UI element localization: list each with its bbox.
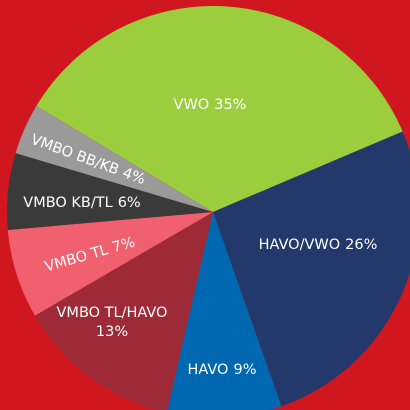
- pie-slice: [167, 212, 282, 410]
- pie-slice: [213, 131, 410, 407]
- slice-label: VWO 35%: [174, 97, 247, 113]
- slice-label: VMBO TL/HAVO 13%: [57, 305, 168, 340]
- pie-slice: [34, 212, 213, 410]
- pie-slice: [7, 153, 214, 230]
- pie-slice: [7, 212, 214, 316]
- value-label: 6%: [118, 195, 141, 211]
- value-label: 7%: [110, 234, 137, 256]
- value-label: 26%: [345, 237, 377, 253]
- slice-label: HAVO 9%: [188, 362, 257, 378]
- category-label: VWO: [174, 97, 210, 113]
- category-label: VMBO TL/HAVO: [57, 305, 168, 321]
- value-label: 13%: [96, 324, 128, 340]
- value-label: 9%: [233, 362, 256, 378]
- value-label: 35%: [214, 97, 246, 113]
- category-label: HAVO: [188, 362, 229, 378]
- pie-slice: [15, 105, 213, 212]
- category-label: HAVO/VWO: [259, 237, 341, 253]
- pie-slice: [36, 5, 403, 212]
- value-label: 4%: [120, 165, 147, 188]
- slice-label: HAVO/VWO 26%: [259, 237, 378, 253]
- slice-label: VMBO KB/TL 6%: [23, 195, 140, 211]
- category-label: VMBO KB/TL: [23, 195, 112, 211]
